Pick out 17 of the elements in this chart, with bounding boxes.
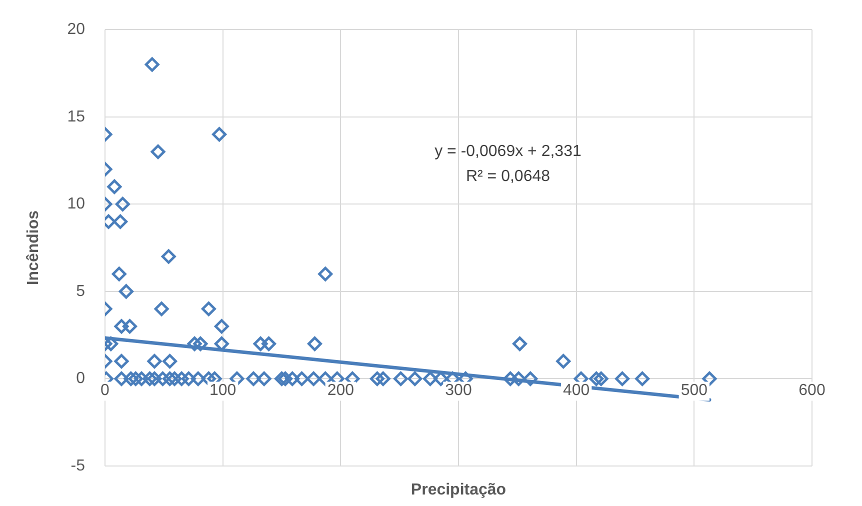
x-tick-label: 300 [445, 382, 472, 400]
annotation: y = -0,0069x + 2,331 [434, 143, 582, 160]
y-tick-label: 20 [67, 21, 86, 38]
y-tick-label: 5 [76, 282, 86, 300]
x-tick-label: 0 [100, 382, 110, 400]
x-tick-label: 100 [209, 382, 236, 400]
y-axis-title: Incêndios [25, 210, 42, 286]
x-axis-title: Precipitação [410, 481, 506, 498]
y-tick-label: 15 [67, 108, 86, 126]
x-tick-label: 500 [680, 382, 708, 400]
x-tick-label: 400 [562, 382, 590, 400]
annotation: R² = 0,0648 [466, 168, 550, 186]
x-tick-label: 600 [798, 382, 826, 400]
y-tick-label: -5 [70, 457, 86, 474]
x-tick-label: 200 [327, 382, 354, 400]
y-tick-label: 0 [76, 370, 86, 388]
y-tick-label: 10 [67, 196, 86, 213]
